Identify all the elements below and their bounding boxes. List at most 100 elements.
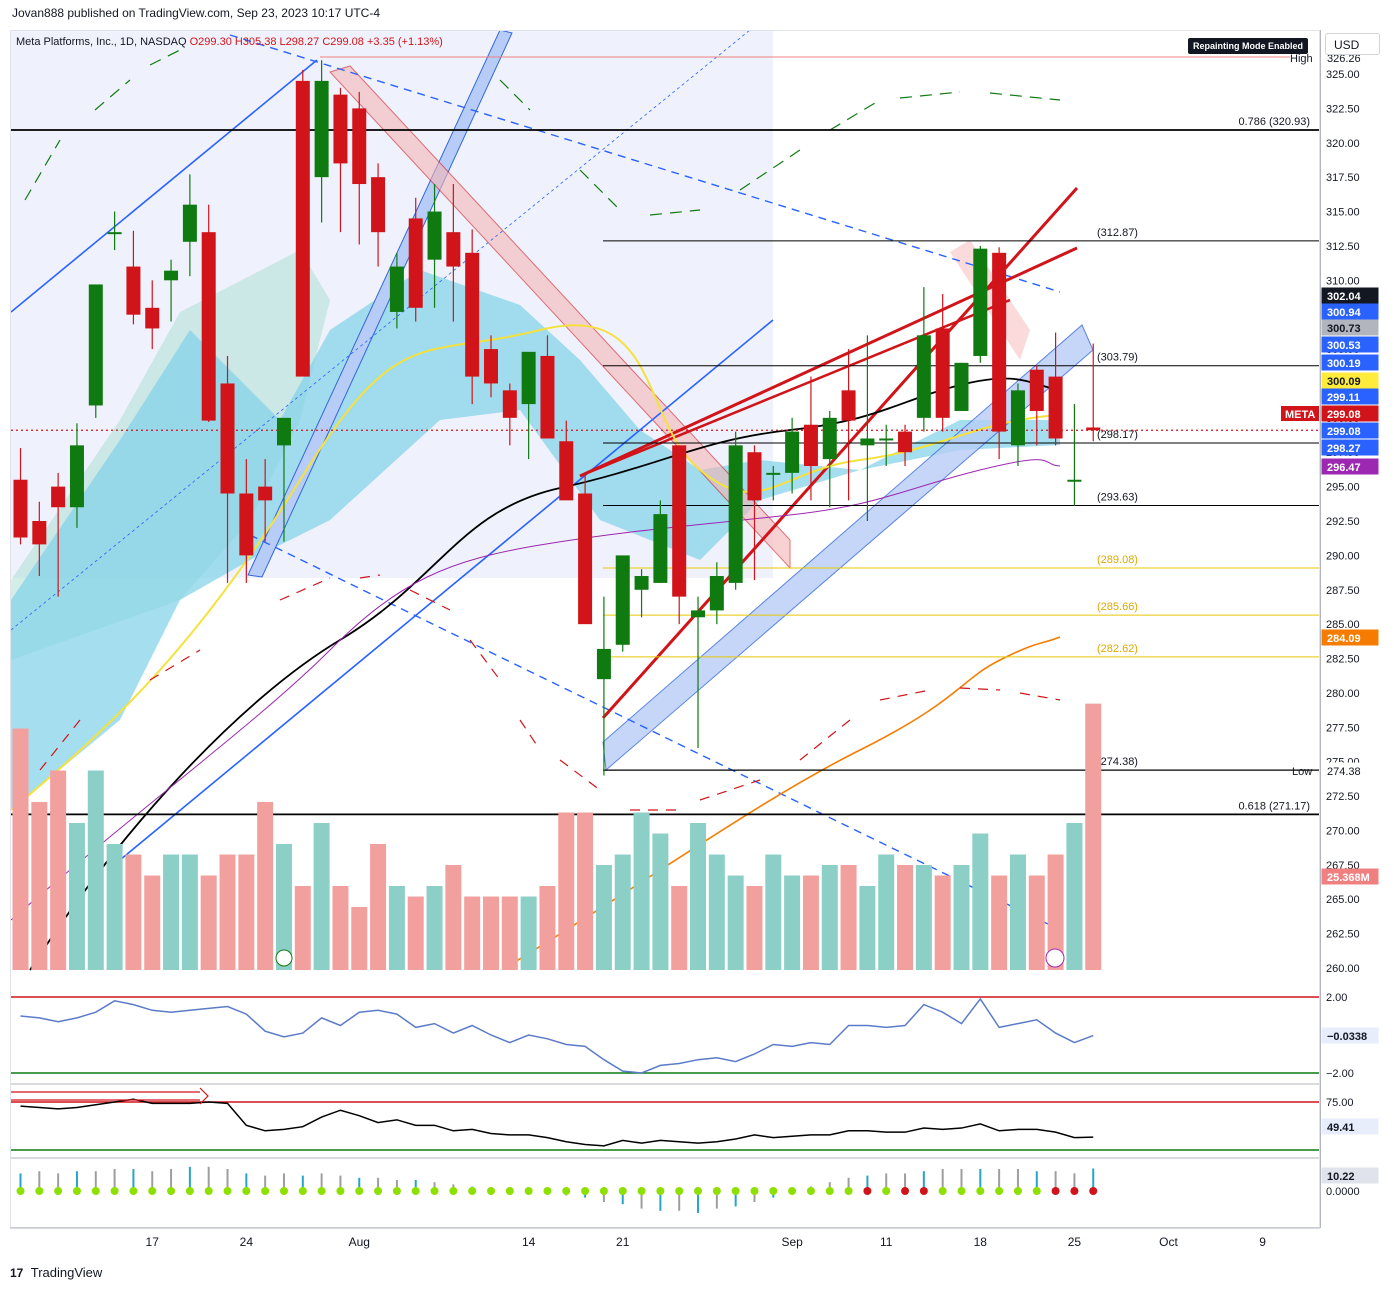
candle-body	[691, 610, 706, 618]
squeeze-dot	[129, 1187, 138, 1195]
candle-body	[992, 252, 1007, 432]
price-level-label: (298.17)	[1097, 429, 1138, 441]
ohlc-values: O299.30 H305.38 L298.27 C299.08 +3.35 (+…	[189, 36, 443, 48]
y-tick-label: 322.50	[1326, 103, 1360, 115]
price-level-label: (303.79)	[1097, 352, 1138, 364]
osc1-tick-label: −2.00	[1326, 1068, 1354, 1080]
axis-price-tag: 300.53	[1327, 340, 1361, 352]
y-tick-label: 277.50	[1326, 722, 1360, 734]
candle-body	[916, 335, 931, 418]
squeeze-dot	[712, 1187, 721, 1195]
squeeze-dot	[562, 1187, 571, 1195]
squeeze-dot	[882, 1187, 891, 1195]
squeeze-dot	[430, 1187, 439, 1195]
squeeze-dot	[524, 1187, 533, 1195]
volume-bar	[31, 802, 48, 970]
volume-bar	[501, 896, 518, 970]
volume-bar	[539, 886, 556, 970]
axis-price-tag-bg	[1321, 422, 1379, 439]
currency-selector[interactable]: USD	[1325, 33, 1380, 55]
price-axis-divider	[1320, 30, 1321, 1228]
axis-price-tag: 300.94	[1327, 307, 1362, 319]
squeeze-dot	[750, 1187, 759, 1195]
low-label: Low	[1292, 766, 1312, 778]
x-tick-label: 18	[974, 1235, 988, 1249]
axis-price-tag: 25.368M	[1327, 872, 1370, 884]
volume-bar	[294, 886, 311, 970]
candle-body	[126, 266, 141, 315]
candle-body	[314, 80, 329, 178]
axis-price-tag-bg	[1321, 458, 1379, 475]
candle-body	[88, 284, 103, 406]
volume-bar	[972, 833, 989, 970]
axis-price-tag-bg	[1321, 439, 1379, 456]
squeeze-dot	[581, 1187, 590, 1195]
y-tick-label: 282.50	[1326, 654, 1360, 666]
squeeze-dot	[976, 1187, 985, 1195]
squeeze-dot	[1013, 1187, 1022, 1195]
squeeze-dot	[204, 1187, 213, 1195]
volume-bar	[520, 896, 537, 970]
volume-bar	[50, 770, 67, 970]
candle-body	[822, 417, 837, 460]
osc1-line	[20, 997, 1094, 1074]
candle-body	[634, 576, 649, 590]
volume-bar	[878, 854, 895, 970]
volume-bar	[351, 907, 368, 970]
price-level-label: (293.63)	[1097, 491, 1138, 503]
ma-yellow	[11, 324, 1061, 811]
volume-bar	[708, 854, 725, 970]
candle-body	[427, 211, 442, 260]
squeeze-dot	[901, 1187, 910, 1195]
volume-bar	[821, 865, 838, 970]
volume-bar	[784, 875, 801, 970]
volume-bar	[1066, 823, 1083, 970]
y-tick-label: 280.00	[1326, 688, 1360, 700]
candle-body	[164, 270, 179, 281]
axis-price-tag-bg	[1321, 629, 1379, 646]
descending-band-2	[950, 240, 1030, 360]
squeeze-dot	[468, 1187, 477, 1195]
meta-symbol-tag: META	[1285, 409, 1315, 421]
volume-bar	[257, 802, 274, 970]
volume-bar	[1028, 875, 1045, 970]
squeeze-dot	[675, 1187, 684, 1195]
candle-body	[107, 232, 122, 235]
volume-bar	[802, 875, 819, 970]
volume-bar	[68, 823, 85, 970]
squeeze-dot	[35, 1187, 44, 1195]
osc2-tick-label: 75.00	[1326, 1097, 1354, 1109]
axis-price-tag-bg	[1321, 868, 1379, 885]
squeeze-dot	[957, 1187, 966, 1195]
axis-price-tag-bg	[1321, 388, 1379, 405]
volume-bar	[953, 865, 970, 970]
candle-body	[879, 438, 894, 441]
axis-price-tag: 300.09	[1327, 376, 1361, 388]
candle-body	[785, 431, 800, 473]
candle-body	[596, 648, 611, 680]
candle-body	[69, 445, 84, 508]
squeeze-dot	[242, 1187, 251, 1195]
axis-price-tag: 299.08	[1327, 409, 1361, 421]
squeeze-dot	[919, 1187, 928, 1195]
volume-bar	[275, 844, 292, 970]
y-tick-label: 295.00	[1326, 482, 1360, 494]
y-tick-label: 270.00	[1326, 825, 1360, 837]
dividend-lightning-icon	[1045, 948, 1065, 968]
squeeze-dot	[1070, 1187, 1079, 1195]
volume-bar	[426, 886, 443, 970]
squeeze-dot	[995, 1187, 1004, 1195]
candle-body	[32, 521, 47, 545]
y-tick-label: 265.00	[1326, 894, 1360, 906]
squeeze-dot	[1089, 1187, 1098, 1195]
y-tick-label: 317.50	[1326, 172, 1360, 184]
histogram-last-value: 10.22	[1327, 1171, 1355, 1183]
axis-price-tag: 300.19	[1327, 358, 1361, 370]
volume-bar	[577, 812, 594, 970]
volume-bar	[652, 833, 669, 970]
squeeze-dot	[223, 1187, 232, 1195]
squeeze-dot	[449, 1187, 458, 1195]
candle-body	[13, 479, 28, 538]
histogram-tick-label: 0.0000	[1326, 1186, 1360, 1198]
